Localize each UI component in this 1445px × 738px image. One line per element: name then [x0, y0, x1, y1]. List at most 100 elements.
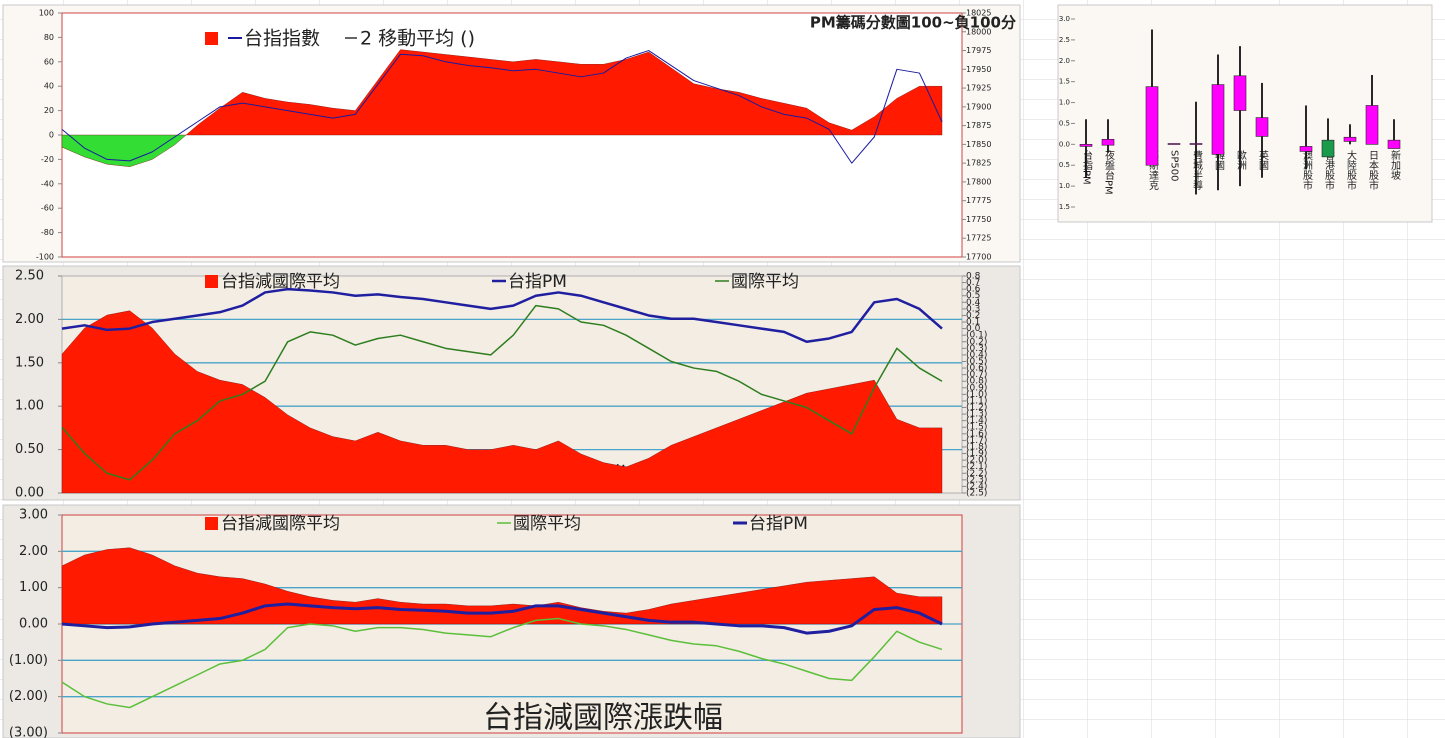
- y2-tick-label: 17825: [966, 159, 991, 168]
- candle-body: [1167, 143, 1181, 145]
- watermark: 台指減國際漲跌幅: [483, 701, 723, 736]
- candle-body: [1145, 86, 1159, 166]
- y2-tick-label: 0.0: [966, 324, 981, 334]
- y2-tick-label: 17900: [966, 102, 991, 111]
- y-tick-label: 2.0: [1059, 57, 1070, 65]
- candle-body: [1233, 75, 1247, 111]
- line-series: [61, 50, 943, 164]
- y2-tick-label: (1.3): [966, 410, 987, 420]
- y2-tick-label: (2.1): [966, 462, 987, 472]
- y2-tick-label: 17725: [966, 234, 991, 243]
- y2-tick-label: (0.9): [966, 383, 987, 393]
- candle-body: [1321, 139, 1335, 158]
- line-series: [61, 617, 943, 709]
- y-tick-label: -100: [36, 253, 54, 262]
- candle-body: [1255, 117, 1269, 137]
- category-label: SP500: [1169, 150, 1180, 181]
- candle-body: [1189, 143, 1203, 145]
- y-tick-label: 1.00: [15, 399, 44, 414]
- chart-annotation: PM籌碼分數圖100~負100分: [810, 14, 1016, 32]
- legend-swatch: [205, 275, 218, 288]
- candle-body: [1343, 136, 1357, 142]
- legend-label: 2 移動平均 (): [360, 28, 475, 50]
- y-tick-label: 1.5: [1059, 203, 1070, 211]
- legend-swatch: [205, 517, 218, 530]
- y2-tick-label: (2.2): [966, 469, 987, 479]
- legend-label: 台指減國際平均: [221, 272, 340, 292]
- y2-tick-label: (0.8): [966, 377, 987, 387]
- y2-tick-label: (1.7): [966, 436, 987, 446]
- y2-tick-label: (1.4): [966, 416, 987, 426]
- y2-tick-label: (2.3): [966, 475, 987, 485]
- category-label: 大陸股市: [1345, 149, 1357, 191]
- y2-tick-label: (1.9): [966, 449, 987, 459]
- y-tick-label: (1.00): [9, 653, 48, 668]
- y2-tick-label: (1.5): [966, 423, 987, 433]
- y2-tick-label: 17975: [966, 46, 991, 55]
- y-tick-label: 20: [44, 106, 54, 115]
- y2-tick-label: 18025: [966, 9, 991, 18]
- candle-body: [1365, 105, 1379, 145]
- area-series: [61, 310, 943, 494]
- category-label: 香港股市: [1323, 150, 1335, 191]
- y2-tick-label: (0.5): [966, 357, 987, 367]
- y-tick-label: 60: [44, 57, 54, 66]
- y-tick-label: 0.5: [1059, 161, 1070, 169]
- y2-tick-label: (1.0): [966, 390, 987, 400]
- legend-label: 國際平均: [513, 514, 581, 534]
- legend-label: 國際平均: [731, 272, 799, 292]
- y-tick-label: 2.5: [1059, 36, 1070, 44]
- y-tick-label: 1.00: [19, 580, 48, 595]
- legend-label: 台指指數: [244, 28, 320, 50]
- line-series: [61, 287, 943, 344]
- y2-tick-label: (1.6): [966, 429, 987, 439]
- legend-label: 台指減國際平均: [221, 514, 340, 534]
- y2-tick-label: 17800: [966, 177, 991, 186]
- y2-tick-label: (0.2): [966, 337, 987, 347]
- y2-tick-label: (0.1): [966, 331, 987, 341]
- y2-tick-label: 18000: [966, 27, 991, 36]
- legend-swatch: [205, 32, 218, 45]
- area-series: [61, 49, 943, 167]
- y-tick-label: (2.00): [9, 689, 48, 704]
- category-label: 日本股市: [1367, 150, 1379, 191]
- y2-tick-label: 17950: [966, 65, 991, 74]
- y-tick-label: 1.0: [1059, 99, 1070, 107]
- y-tick-label: -40: [41, 179, 54, 188]
- category-label: 新加坡: [1389, 149, 1401, 181]
- y2-tick-label: 17700: [966, 253, 991, 262]
- y2-tick-label: 0.4: [966, 298, 981, 308]
- y-tick-label: 0.50: [15, 442, 44, 457]
- y2-tick-label: 17875: [966, 121, 991, 130]
- y2-tick-label: (2.0): [966, 456, 987, 466]
- y-tick-label: 0.00: [19, 617, 48, 632]
- y2-tick-label: (1.2): [966, 403, 987, 413]
- y2-tick-label: (1.8): [966, 442, 987, 452]
- y2-tick-label: (0.6): [966, 364, 987, 374]
- y-tick-label: 1.0: [1059, 182, 1070, 190]
- y-tick-label: -80: [41, 228, 54, 237]
- y2-tick-label: 17750: [966, 215, 991, 224]
- y-tick-label: 3.0: [1059, 15, 1070, 23]
- candle-body: [1299, 146, 1313, 152]
- candle-body: [1211, 84, 1225, 155]
- y2-tick-label: 17925: [966, 84, 991, 93]
- y-tick-label: -60: [41, 204, 54, 213]
- y2-tick-label: (2.4): [966, 482, 987, 492]
- candle-body: [1387, 139, 1401, 149]
- y2-tick-label: (0.7): [966, 370, 987, 380]
- legend-label: 台指PM: [749, 514, 808, 534]
- y2-tick-label: 17850: [966, 140, 991, 149]
- y2-tick-label: (0.4): [966, 350, 987, 360]
- y2-tick-label: 0.7: [966, 278, 980, 288]
- y2-tick-label: (1.1): [966, 396, 987, 406]
- y-tick-label: 2.00: [15, 312, 44, 327]
- y2-tick-label: 0.1: [966, 318, 980, 328]
- y2-tick-label: 0.6: [966, 285, 981, 295]
- y-tick-label: 40: [44, 82, 54, 91]
- y2-tick-label: 17775: [966, 196, 991, 205]
- y-tick-label: 0: [49, 131, 54, 140]
- y-tick-label: 3.00: [19, 508, 48, 523]
- y-tick-label: 0.0: [1059, 140, 1070, 148]
- y2-tick-label: (2.5): [966, 489, 987, 499]
